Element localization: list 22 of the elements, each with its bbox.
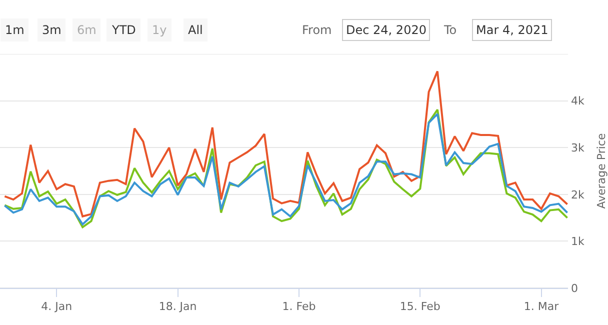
x-tick-label: 18. Jan (158, 300, 197, 314)
text: 1m (5, 23, 24, 37)
text: Dec 24, 2020 (346, 23, 426, 37)
x-tick-label: 1. Mar (524, 300, 560, 314)
text: 3m (42, 23, 62, 37)
y-tick-label: 1k (571, 235, 585, 248)
line-series (4, 70, 568, 218)
text: From (302, 23, 332, 37)
x-tick-label: 1. Feb (282, 300, 316, 314)
y-tick-label: 0 (571, 282, 578, 295)
text: 1y (152, 23, 167, 37)
text: All (188, 23, 203, 37)
text: 6m (77, 23, 96, 37)
y-axis-title: Average Price (595, 133, 608, 209)
text: YTD (111, 23, 136, 37)
text: To (443, 23, 457, 37)
text: Mar 4, 2021 (476, 23, 548, 37)
y-tick-label: 4k (571, 94, 585, 108)
y-tick-label: 2k (571, 188, 585, 202)
y-tick-label: 3k (571, 141, 585, 154)
x-tick-label: 4. Jan (41, 300, 72, 314)
x-tick-label: 15. Feb (400, 300, 440, 314)
